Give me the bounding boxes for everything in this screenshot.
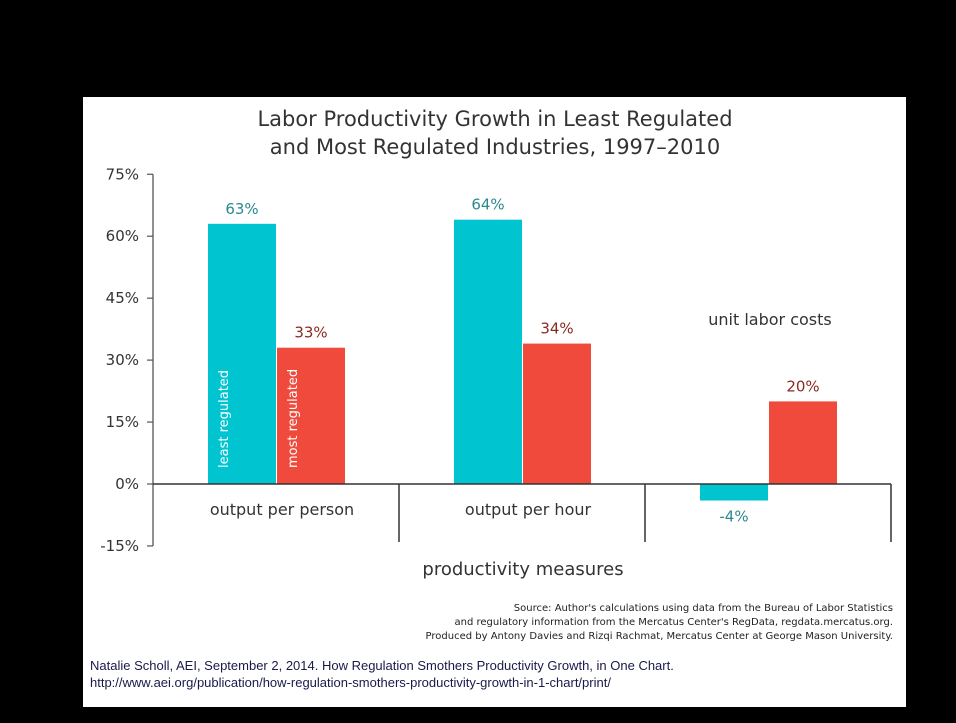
bar-most-regulated xyxy=(769,401,837,484)
source-line-3: Produced by Antony Davies and Rizqi Rach… xyxy=(426,631,893,642)
chart-title-line-1: Labor Productivity Growth in Least Regul… xyxy=(257,107,732,131)
y-tick-label: 75% xyxy=(106,165,139,183)
data-label: 34% xyxy=(540,320,573,338)
data-label: 33% xyxy=(294,324,327,342)
bar-least-regulated xyxy=(700,484,768,501)
source-line-2: and regulatory information from the Merc… xyxy=(454,617,893,628)
category-label: output per hour xyxy=(465,500,592,519)
bar-most-regulated xyxy=(523,343,591,484)
bar-most-regulated xyxy=(277,347,345,484)
chart-title-line-2: and Most Regulated Industries, 1997–2010 xyxy=(270,135,720,159)
data-label: -4% xyxy=(719,508,748,526)
series-label-most-regulated: most regulated xyxy=(286,369,301,468)
bar-least-regulated xyxy=(208,223,276,484)
y-axis-ticks: 75% 60% 45% 30% 15% 0% -15% xyxy=(100,165,153,555)
bars xyxy=(208,219,837,501)
citation-line-1: Natalie Scholl, AEI, September 2, 2014. … xyxy=(90,658,674,673)
y-tick-label: 30% xyxy=(106,351,139,369)
data-label: 64% xyxy=(471,196,504,214)
chart-panel: Labor Productivity Growth in Least Regul… xyxy=(83,97,906,707)
citation-line-2: http://www.aei.org/publication/how-regul… xyxy=(90,675,611,690)
bar-least-regulated xyxy=(454,219,522,484)
category-labels: output per person output per hour xyxy=(210,500,592,519)
source-line-1: Source: Author's calculations using data… xyxy=(514,603,893,614)
chart: Labor Productivity Growth in Least Regul… xyxy=(90,107,893,690)
data-label: 63% xyxy=(225,200,258,218)
annotation-unit-labor-costs: unit labor costs xyxy=(708,310,831,329)
series-labels: least regulated most regulated xyxy=(217,369,301,468)
x-axis-label: productivity measures xyxy=(422,559,623,580)
data-labels: 63% 64% -4% 33% 34% 20% xyxy=(225,196,819,526)
series-label-least-regulated: least regulated xyxy=(217,370,232,468)
y-tick-label: 0% xyxy=(115,475,139,493)
y-tick-label: 60% xyxy=(106,227,139,245)
category-label: output per person xyxy=(210,500,354,519)
axes xyxy=(152,174,892,546)
data-label: 20% xyxy=(786,377,819,395)
y-tick-label: -15% xyxy=(100,537,139,555)
y-tick-label: 45% xyxy=(106,289,139,307)
y-tick-label: 15% xyxy=(106,413,139,431)
